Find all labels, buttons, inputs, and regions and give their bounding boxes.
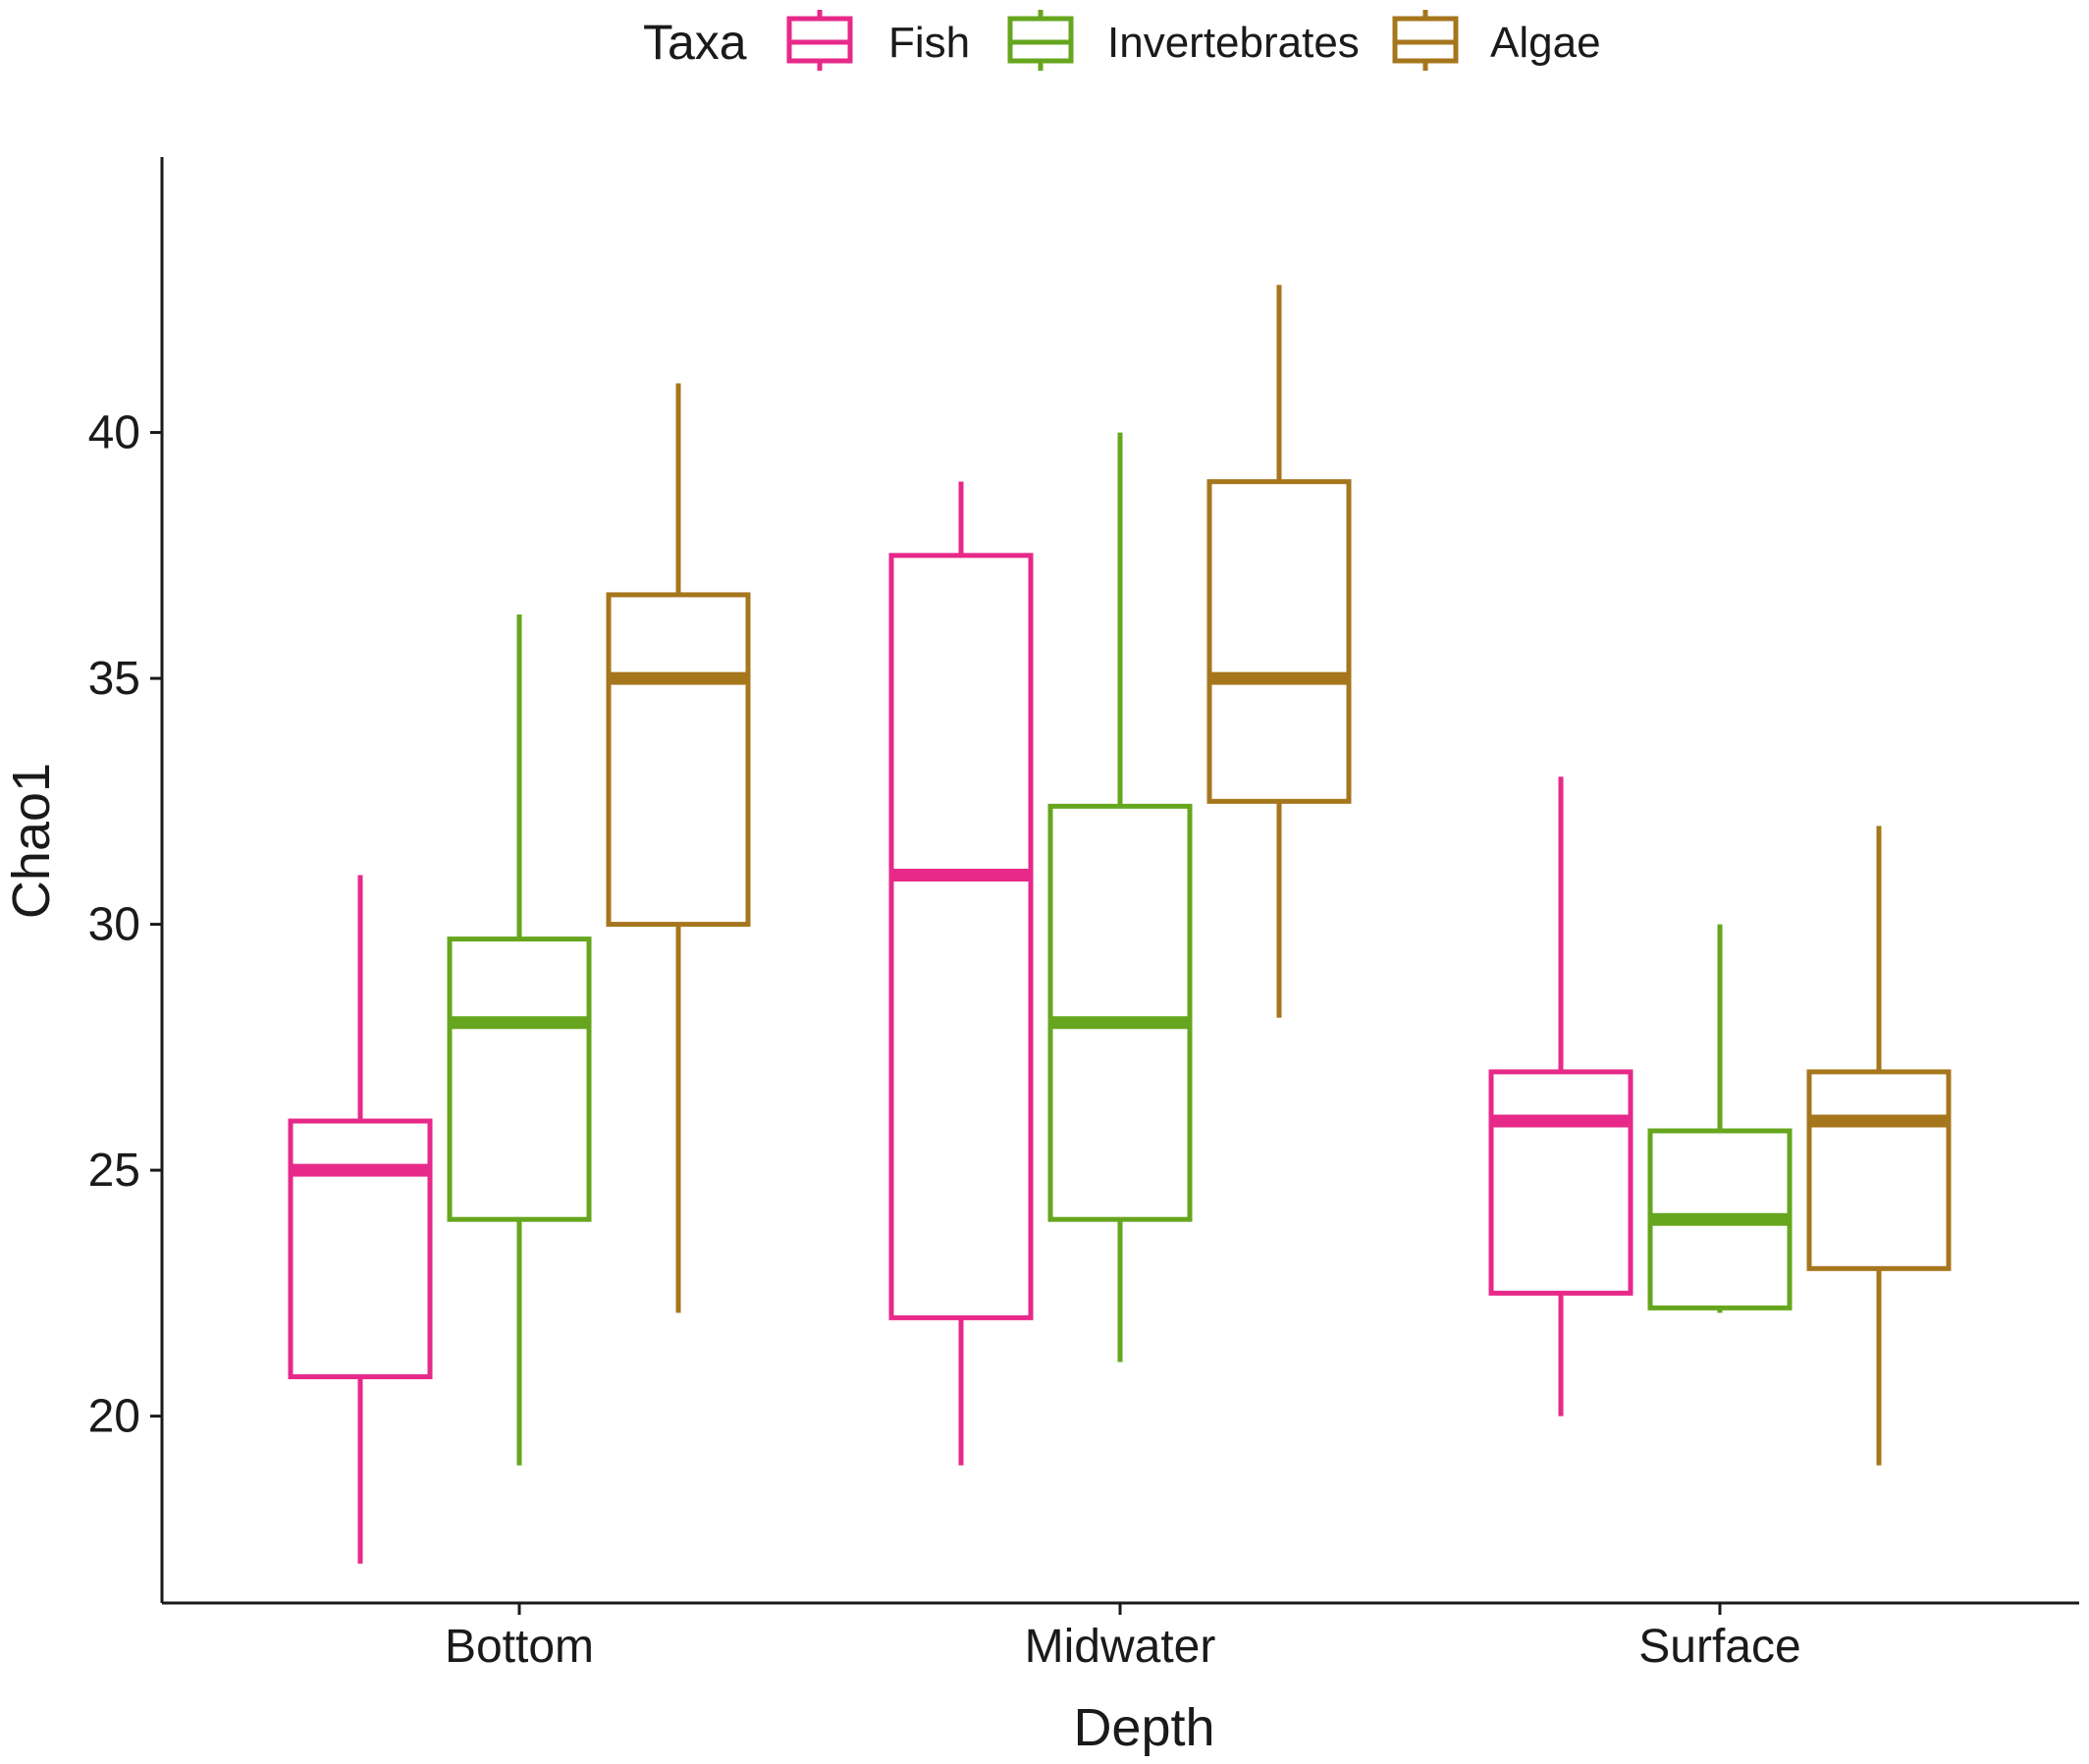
box-iqr (447, 936, 592, 1222)
x-axis-ticks: Bottom Midwater Surface (445, 1603, 1801, 1673)
box-algae-surface (1806, 826, 1952, 1466)
box-iqr (1488, 1069, 1634, 1296)
box-iqr (288, 1118, 433, 1380)
box-algae-midwater (1206, 285, 1352, 1018)
x-tick-label: Surface (1638, 1621, 1800, 1673)
x-tick-label: Midwater (1025, 1621, 1216, 1673)
legend: Taxa Fish Invertebrates Algae (643, 10, 1601, 71)
legend-label: Algae (1490, 19, 1601, 67)
box-iqr (888, 553, 1034, 1320)
legend-label: Invertebrates (1107, 19, 1360, 67)
legend-label: Fish (888, 19, 970, 67)
box-invertebrates-bottom (447, 614, 592, 1466)
box-iqr (1206, 479, 1352, 804)
box-iqr (606, 592, 751, 928)
y-tick-label: 35 (88, 653, 140, 705)
box-invertebrates-surface (1647, 924, 1793, 1313)
box-iqr (1047, 803, 1193, 1222)
box-invertebrates-midwater (1047, 432, 1193, 1363)
x-axis-title: Depth (1073, 1698, 1214, 1757)
y-tick-label: 30 (88, 899, 140, 951)
legend-item-algae: Algae (1392, 10, 1601, 71)
y-tick-label: 20 (88, 1391, 140, 1443)
x-tick-label: Bottom (445, 1621, 594, 1673)
legend-title: Taxa (643, 15, 747, 70)
y-axis-title: Chao1 (2, 763, 61, 919)
y-axis-ticks: 20 25 30 35 40 (88, 407, 162, 1443)
legend-item-invertebrates: Invertebrates (1007, 10, 1360, 71)
y-tick-label: 25 (88, 1145, 140, 1197)
box-iqr (1806, 1069, 1952, 1271)
box-algae-bottom (606, 383, 751, 1313)
legend-item-fish: Fish (786, 10, 970, 71)
box-fish-midwater (888, 481, 1034, 1466)
box-fish-surface (1488, 776, 1634, 1417)
box-fish-bottom (288, 875, 433, 1564)
plot-area (288, 285, 1952, 1564)
y-tick-label: 40 (88, 407, 140, 459)
